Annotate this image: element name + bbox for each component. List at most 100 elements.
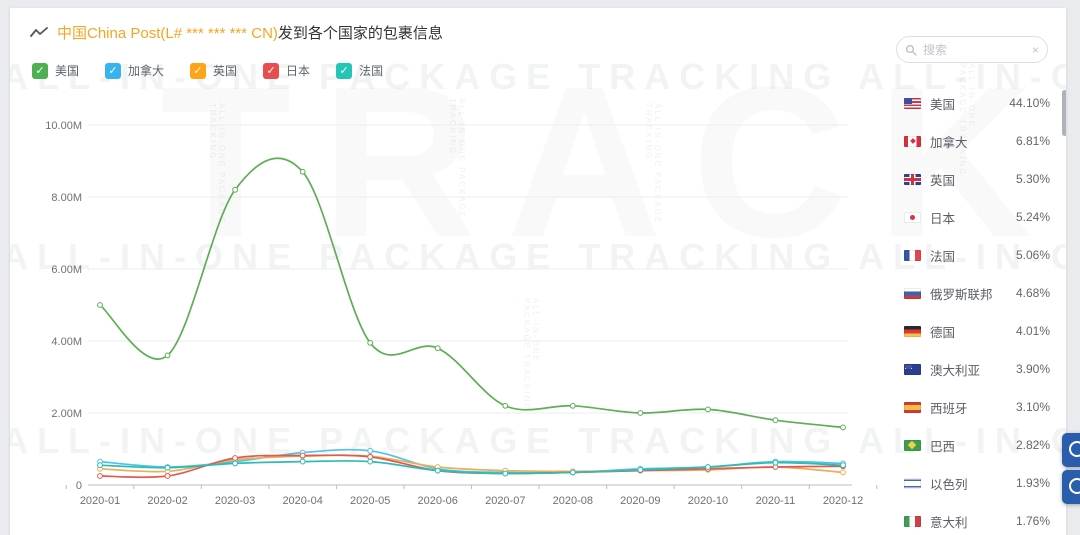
country-percent: 5.06% [1015, 248, 1050, 262]
data-point[interactable] [569, 402, 576, 409]
legend-item-3[interactable]: ✓ 英国 [190, 62, 237, 79]
data-point[interactable] [367, 458, 374, 465]
svg-text:8.00M: 8.00M [51, 192, 82, 204]
data-point[interactable] [705, 406, 711, 413]
country-percent: 5.30% [1015, 172, 1050, 186]
country-row-it[interactable]: 意大利 1.76% [890, 502, 1060, 535]
svg-text:0: 0 [76, 480, 82, 492]
country-sidebar: × 美国 44.10% 加拿大 6.81% 英国 5.30% 日本 5.24% 法国 5.06% 俄… [890, 8, 1066, 535]
data-point[interactable] [299, 458, 306, 465]
data-point[interactable] [569, 469, 576, 476]
country-row-au[interactable]: 澳大利亚 3.90% [890, 350, 1060, 388]
data-point[interactable] [434, 467, 441, 474]
floating-button-top[interactable] [1062, 433, 1080, 467]
svg-text:2020-03: 2020-03 [215, 495, 255, 507]
country-row-ca[interactable]: 加拿大 6.81% [890, 122, 1060, 160]
data-point[interactable] [772, 459, 779, 466]
data-point[interactable] [637, 466, 644, 473]
flag-icon-jp [904, 211, 921, 223]
data-point[interactable] [705, 464, 711, 470]
floating-button-bottom[interactable] [1062, 470, 1080, 504]
legend-item-5[interactable]: ✓ 法国 [336, 62, 383, 79]
series-line-法国 [99, 460, 844, 475]
trend-line-icon [30, 26, 48, 37]
country-name: 澳大利亚 [930, 363, 981, 378]
data-point[interactable] [299, 168, 306, 175]
svg-text:2020-05: 2020-05 [350, 495, 390, 507]
country-name: 日本 [930, 211, 956, 226]
sidebar-scrollbar [1062, 86, 1066, 531]
data-point[interactable] [232, 186, 238, 193]
country-name: 俄罗斯联邦 [930, 287, 993, 302]
data-point[interactable] [367, 339, 374, 346]
country-name: 英国 [930, 173, 956, 188]
flag-icon-gb [904, 173, 921, 185]
country-row-il[interactable]: 以色列 1.93% [890, 464, 1060, 502]
floating-button-top-icon [1069, 441, 1080, 457]
legend-item-4[interactable]: ✓ 日本 [263, 62, 310, 79]
data-point[interactable] [164, 464, 171, 471]
country-name: 加拿大 [930, 135, 968, 150]
country-row-de[interactable]: 德国 4.01% [890, 312, 1060, 350]
search-input[interactable] [923, 42, 1026, 57]
legend-checkbox-icon: ✓ [336, 62, 353, 79]
data-point[interactable] [97, 462, 103, 469]
country-row-gb[interactable]: 英国 5.30% [890, 160, 1060, 198]
data-point[interactable] [367, 454, 374, 460]
svg-text:10.00M: 10.00M [45, 120, 82, 132]
data-point[interactable] [367, 447, 374, 454]
legend-checkbox-icon: ✓ [105, 62, 122, 79]
data-point[interactable] [502, 402, 509, 409]
country-row-fr[interactable]: 法国 5.06% [890, 236, 1060, 274]
country-percent: 3.90% [1015, 362, 1050, 376]
clear-search-icon[interactable]: × [1031, 42, 1039, 57]
country-name: 德国 [930, 325, 956, 340]
data-point[interactable] [97, 473, 103, 479]
country-row-jp[interactable]: 日本 5.24% [890, 198, 1060, 236]
data-point[interactable] [164, 473, 171, 479]
svg-text:2020-09: 2020-09 [620, 495, 660, 507]
country-name: 巴西 [930, 439, 956, 454]
country-row-es[interactable]: 西班牙 3.10% [890, 388, 1060, 426]
svg-text:2020-07: 2020-07 [485, 495, 525, 507]
flag-icon-il [904, 477, 921, 489]
data-point[interactable] [772, 417, 779, 424]
chart-legend: ✓ 美国 ✓ 加拿大 ✓ 英国 ✓ 日本 ✓ 法国 [32, 62, 383, 79]
search-icon [905, 44, 917, 56]
legend-item-1[interactable]: ✓ 美国 [32, 62, 79, 79]
line-chart[interactable]: 0 2.00M 4.00M 6.00M 8.00M 10.00M 2020-01 2020-0… [10, 98, 878, 528]
scrollbar-thumb[interactable] [1062, 90, 1066, 136]
country-percent: 44.10% [1009, 96, 1050, 110]
legend-label: 美国 [55, 64, 80, 78]
flag-icon-ca [904, 135, 921, 147]
country-name: 以色列 [930, 477, 968, 492]
legend-label: 英国 [213, 64, 238, 78]
flag-icon-de [904, 325, 921, 337]
svg-text:2.00M: 2.00M [51, 408, 82, 420]
data-point[interactable] [840, 469, 846, 476]
svg-text:2020-06: 2020-06 [418, 495, 458, 507]
country-row-ru[interactable]: 俄罗斯联邦 4.68% [890, 274, 1060, 312]
data-point[interactable] [164, 352, 171, 359]
search-box: × [896, 36, 1048, 63]
data-point[interactable] [232, 455, 238, 461]
data-point[interactable] [97, 302, 103, 308]
data-point[interactable] [502, 470, 509, 477]
data-point[interactable] [637, 410, 644, 416]
country-row-us[interactable]: 美国 44.10% [890, 84, 1060, 122]
legend-label: 日本 [286, 64, 311, 78]
page-title-highlight: 中国China Post(L# *** *** *** CN) [57, 25, 278, 42]
legend-item-2[interactable]: ✓ 加拿大 [105, 62, 164, 79]
svg-text:4.00M: 4.00M [51, 336, 82, 348]
data-point[interactable] [299, 452, 306, 459]
data-point[interactable] [232, 460, 238, 467]
country-name: 西班牙 [930, 401, 968, 416]
country-percent: 1.76% [1015, 514, 1050, 528]
legend-checkbox-icon: ✓ [263, 62, 280, 79]
data-point[interactable] [840, 424, 846, 431]
flag-icon-us [904, 97, 921, 109]
data-point[interactable] [434, 345, 441, 352]
data-point[interactable] [840, 462, 846, 469]
svg-text:2020-11: 2020-11 [756, 495, 796, 507]
country-row-br[interactable]: 巴西 2.82% [890, 426, 1060, 464]
